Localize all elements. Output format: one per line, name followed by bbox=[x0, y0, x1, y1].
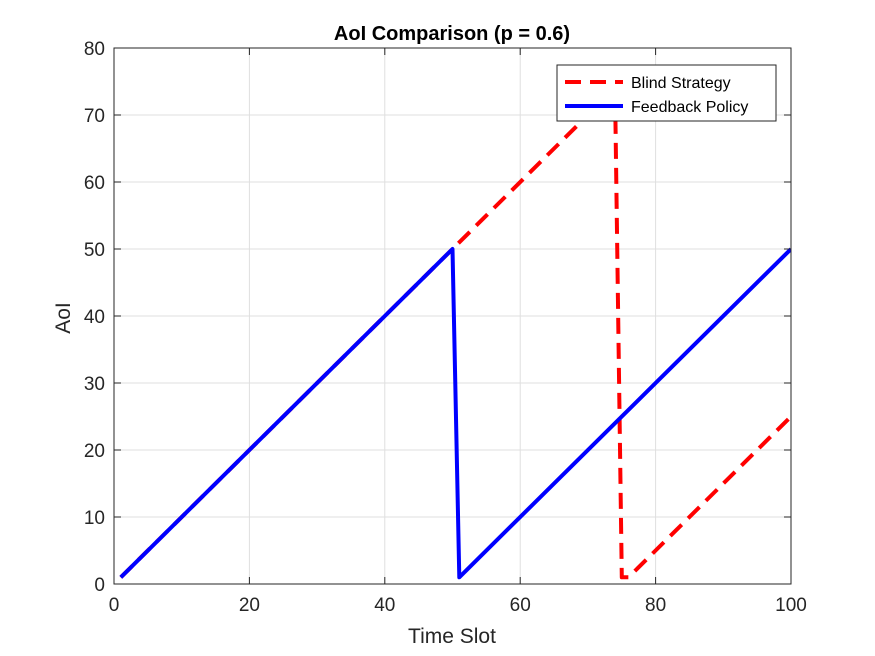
y-tick-label: 50 bbox=[84, 240, 105, 261]
x-tick-label: 60 bbox=[510, 595, 531, 616]
legend-box bbox=[556, 64, 777, 122]
y-tick-label: 70 bbox=[84, 106, 105, 127]
x-axis-label: Time Slot bbox=[408, 625, 496, 648]
y-tick-label: 10 bbox=[84, 508, 105, 529]
y-tick-label: 20 bbox=[84, 441, 105, 462]
x-tick-label: 40 bbox=[374, 595, 395, 616]
series-line-feedback-policy bbox=[119, 247, 791, 580]
x-tick-label: 20 bbox=[239, 595, 260, 616]
x-tick-label: 0 bbox=[109, 595, 120, 616]
y-tick-label: 0 bbox=[94, 575, 105, 596]
y-tick-label: 60 bbox=[84, 173, 105, 194]
chart-title: AoI Comparison (p = 0.6) bbox=[334, 23, 570, 45]
y-tick-label: 30 bbox=[84, 374, 105, 395]
y-axis-label: AoI bbox=[52, 302, 75, 334]
legend-entry: Feedback Policy bbox=[631, 99, 748, 116]
axes bbox=[113, 47, 792, 585]
y-tick-label: 80 bbox=[84, 39, 105, 60]
x-tick-label: 100 bbox=[775, 595, 807, 616]
plot-area bbox=[119, 86, 791, 580]
tick-labels: 0 20 40 60 80 100 0 10 20 30 40 50 60 70 80 bbox=[84, 39, 807, 616]
x-tick-label: 80 bbox=[645, 595, 666, 616]
legend: Blind Strategy Feedback Policy bbox=[556, 64, 777, 122]
legend-entry: Blind Strategy bbox=[631, 75, 731, 92]
y-tick-label: 40 bbox=[84, 307, 105, 328]
